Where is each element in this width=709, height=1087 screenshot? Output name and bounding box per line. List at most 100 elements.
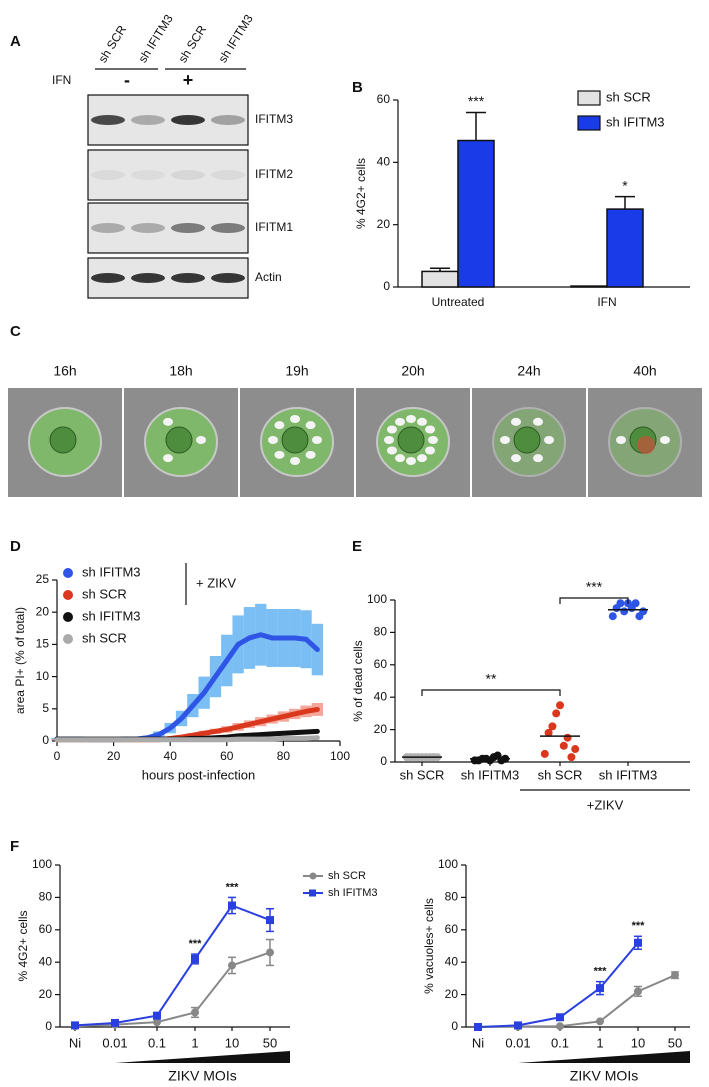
frame-time: 20h [401, 363, 424, 379]
frame [240, 388, 354, 497]
blot-band [211, 273, 245, 283]
panel-label: E [352, 538, 362, 555]
x-tick-label: 50 [668, 1035, 682, 1050]
vacuole [417, 454, 428, 463]
x-tick-label: Ni [69, 1035, 81, 1050]
significance: *** [226, 881, 240, 893]
y-tick-label: 60 [377, 92, 391, 106]
x-tick-label: 100 [330, 749, 350, 763]
dot [540, 749, 549, 758]
x-tick-label: sh SCR [538, 767, 583, 782]
vacuole [305, 450, 316, 459]
legend-label: sh SCR [606, 89, 651, 104]
dot [571, 745, 580, 754]
marker [474, 1023, 482, 1031]
frame-time: 24h [517, 363, 540, 379]
y-tick-label: 40 [445, 954, 459, 968]
x-axis-label: ZIKV MOIs [168, 1068, 236, 1084]
vacuole [394, 417, 405, 426]
significance: *** [632, 920, 646, 932]
vacuole [405, 415, 416, 423]
legend-label: sh IFITM3 [82, 608, 141, 623]
y-tick-label: 100 [367, 592, 387, 606]
y-axis-label: % 4G2+ cells [354, 158, 368, 229]
moi-wedge [518, 1051, 690, 1063]
marker [556, 1013, 564, 1022]
nucleus [513, 426, 541, 454]
y-tick-label: 0 [451, 1019, 458, 1033]
vacuole [163, 454, 174, 463]
x-tick-label: IFN [597, 295, 616, 309]
vacuole [386, 425, 397, 434]
blot-band [211, 115, 245, 125]
vacuole [425, 425, 436, 434]
vacuole [305, 421, 316, 430]
legend-marker [63, 568, 73, 578]
nucleus [281, 426, 309, 454]
y-tick-label: 20 [374, 722, 388, 736]
vacuole [532, 417, 543, 426]
legend-label: sh SCR [82, 586, 127, 601]
significance: *** [189, 938, 203, 950]
vacuole [312, 436, 322, 444]
vacuole [425, 446, 436, 455]
blot-band [91, 115, 125, 125]
x-tick-label: sh IFITM3 [599, 767, 658, 782]
blot-band [211, 223, 245, 233]
significance: ** [486, 671, 497, 687]
y-axis-label: % vacuoles+ cells [422, 898, 436, 994]
vacuole [274, 450, 285, 459]
nucleus [165, 426, 193, 454]
vacuole [162, 417, 173, 426]
lane-label: sh IFITM3 [135, 12, 176, 65]
legend-label: sh SCR [328, 870, 366, 882]
y-tick-label: 60 [39, 922, 53, 936]
legend-label: sh SCR [82, 630, 127, 645]
vacuole [406, 457, 417, 465]
x-tick-label: 1 [596, 1035, 603, 1050]
legend-swatch [577, 90, 601, 106]
significance: * [622, 177, 628, 193]
vacuole [274, 421, 285, 430]
y-tick-label: 15 [36, 637, 50, 651]
vacuole [395, 454, 406, 463]
marker [71, 1021, 79, 1030]
blot-band [91, 273, 125, 283]
x-tick-label: 1 [191, 1035, 198, 1050]
y-tick-label: 20 [377, 217, 391, 231]
marker [266, 948, 274, 957]
vacuole [510, 417, 521, 426]
dot [559, 741, 568, 750]
dot [556, 701, 564, 710]
y-tick-label: 60 [374, 657, 388, 671]
x-tick-label: 50 [263, 1035, 277, 1050]
bar [606, 208, 644, 288]
x-tick-label: 10 [225, 1035, 239, 1050]
marker [228, 961, 236, 970]
panel-label: A [10, 33, 21, 50]
vacuole [544, 436, 554, 444]
legend-marker [309, 889, 316, 897]
vacuole [196, 436, 206, 444]
x-tick-label: sh IFITM3 [461, 767, 520, 782]
band-label: Actin [255, 270, 282, 284]
vacuole [384, 436, 394, 445]
band-label: IFITM1 [255, 220, 293, 234]
blot-band [131, 170, 165, 180]
series-line [74, 904, 271, 1027]
bar [570, 285, 608, 288]
marker [266, 916, 274, 925]
nucleus [397, 426, 425, 454]
y-tick-label: 40 [39, 954, 53, 968]
x-tick-label: 60 [220, 749, 234, 763]
y-tick-label: 20 [445, 987, 459, 1001]
x-tick-label: 10 [631, 1035, 645, 1050]
legend-marker [63, 612, 73, 622]
y-axis-label: area PI+ (% of total) [13, 607, 27, 714]
marker [634, 987, 642, 996]
nucleus [49, 426, 77, 454]
y-tick-label: 20 [36, 604, 50, 618]
y-tick-label: 100 [438, 857, 458, 871]
vacuole [289, 415, 300, 423]
